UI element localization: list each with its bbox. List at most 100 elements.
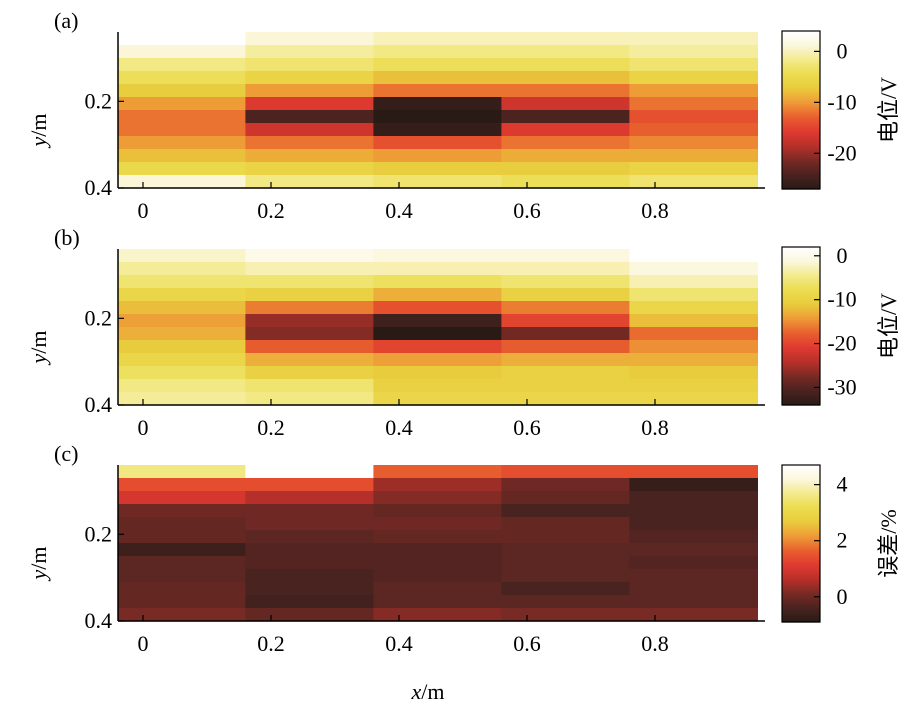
panel-b-colorbar-segment: [782, 359, 820, 363]
panel-c-cell: [373, 595, 502, 609]
panel-c-colorbar-segment: [782, 510, 820, 513]
panel-c-cell: [373, 543, 502, 557]
panel-b-colorbar-segment: [782, 296, 820, 299]
panel-a-cell: [245, 136, 374, 150]
panel-b-x-tick-label: 0.6: [513, 415, 541, 440]
panel-b-colorbar-segment: [782, 270, 820, 274]
panel-c-colorbar-segment: [782, 470, 820, 474]
panel-b-colorbar-segment: [782, 310, 820, 313]
panel-b-colorbar-segment: [782, 401, 820, 404]
panel-b-x-tick-label: 0.8: [641, 415, 669, 440]
panel-c-colorbar-segment: [782, 555, 820, 558]
panel-c-colorbar-segment: [782, 596, 820, 600]
panel-a-colorbar-segment: [782, 175, 820, 178]
panel-b-colorbar-segment: [782, 345, 820, 349]
panel-c-colorbar-segment: [782, 506, 820, 509]
panel-c-colorbar-segment: [782, 500, 820, 503]
panel-b-colorbar-segment: [782, 357, 820, 361]
panel-b-colorbar-segment: [782, 397, 820, 400]
panel-c-colorbar-segment: [782, 466, 820, 470]
panel-b-colorbar-segment: [782, 316, 820, 319]
panel-b-colorbar-tick-label: -20: [827, 331, 856, 356]
panel-a-x-tick-label: 0.4: [385, 198, 413, 223]
panel-c-colorbar-segment: [782, 586, 820, 590]
panel-a-cell: [118, 84, 246, 98]
panel-c-colorbar-segment: [782, 561, 820, 564]
panel-a-colorbar-frame: [781, 30, 821, 190]
panel-b-colorbar-tick-label: 0: [837, 243, 848, 268]
panel-b-cell: [118, 353, 246, 367]
panel-c-cell: [501, 608, 630, 622]
panel-a-cell: [501, 162, 630, 176]
panel-b-colorbar-segment: [782, 247, 820, 250]
panel-a-colorbar-segment: [782, 31, 820, 34]
panel-b-x-tick-label: 0: [138, 415, 149, 440]
panel-c-colorbar-segment: [782, 576, 820, 580]
panel-c-cell: [501, 582, 630, 596]
panel-c-cell: [245, 478, 374, 492]
panel-b-cell: [373, 340, 502, 354]
panel-a-colorbar-segment: [782, 139, 820, 143]
panel-b-colorbar-segment: [782, 365, 820, 369]
panel-b-colorbar-segment: [782, 324, 820, 327]
panel-c-colorbar-segment: [782, 590, 820, 594]
panel-b-cell: [245, 340, 374, 354]
panel-a-cell: [118, 97, 246, 111]
panel-b-colorbar-segment: [782, 347, 820, 351]
panel-a-colorbar-segment: [782, 161, 820, 164]
panel-c-cell: [373, 569, 502, 583]
panel-a-colorbar-segment: [782, 135, 820, 139]
panel-b-cell: [501, 288, 630, 302]
panel-a-colorbar-segment: [782, 36, 820, 40]
panel-a-cell: [629, 136, 758, 150]
panel-a-colorbar-segment: [782, 110, 820, 113]
panel-a-cell: [373, 136, 502, 150]
panel-a-cell: [118, 110, 246, 124]
panel-b-cell: [501, 314, 630, 328]
panel-b-colorbar-segment: [782, 288, 820, 292]
panel-b-colorbar-segment: [782, 258, 820, 262]
panel-c-x-tick-label: 0.4: [385, 631, 413, 656]
panel-a-cell: [373, 123, 502, 137]
panel-a-cell: [501, 45, 630, 59]
panel-a-colorbar-segment: [782, 40, 820, 44]
panel-b-colorbar-segment: [782, 351, 820, 355]
panel-b-colorbar-segment: [782, 381, 820, 384]
panel-c-cell: [118, 582, 246, 596]
panel-b-colorbar-segment: [782, 373, 820, 376]
panel-a-colorbar-segment: [782, 46, 820, 50]
panel-c-colorbar-segment: [782, 486, 820, 490]
panel-a-y-axis-label: y/m: [26, 114, 51, 149]
panel-a-colorbar-segment: [782, 127, 820, 131]
panel-c-colorbar-segment: [782, 563, 820, 566]
panel-c-colorbar-segment: [782, 521, 820, 525]
panel-c-colorbar-segment: [782, 602, 820, 605]
panel-b-cell: [501, 392, 630, 406]
panel-c-cell: [118, 465, 246, 479]
panel-b-cell: [373, 366, 502, 380]
panel-c-cell: [501, 543, 630, 557]
panel-b-colorbar-segment: [782, 306, 820, 309]
panel-b-colorbar-segment: [782, 367, 820, 371]
panel-c-cell: [629, 556, 758, 570]
panel-c-colorbar-segment: [782, 567, 820, 570]
panel-c-colorbar-segment: [782, 549, 820, 552]
panel-c-cell: [629, 595, 758, 609]
panel-c-colorbar-segment: [782, 616, 820, 619]
panel-a-cell: [373, 71, 502, 85]
panel-a-cell: [373, 84, 502, 98]
panel-b-colorbar-segment: [782, 262, 820, 266]
panel-c-colorbar-segment: [782, 610, 820, 613]
panel-b-cell: [245, 288, 374, 302]
panel-c-cell: [501, 569, 630, 583]
panel-b-colorbar-segment: [782, 260, 820, 264]
panel-c-colorbar-segment: [782, 559, 820, 562]
panel-a-colorbar-segment: [782, 181, 820, 184]
panel-a-colorbar-segment: [782, 171, 820, 174]
panel-a-cell: [373, 162, 502, 176]
panel-c-colorbar-segment: [782, 553, 820, 556]
panel-b-colorbar-tick-label: -10: [827, 287, 856, 312]
panel-b-cell: [373, 249, 502, 263]
panel-c-x-tick-label: 0: [138, 631, 149, 656]
panel-c-cell: [501, 595, 630, 609]
